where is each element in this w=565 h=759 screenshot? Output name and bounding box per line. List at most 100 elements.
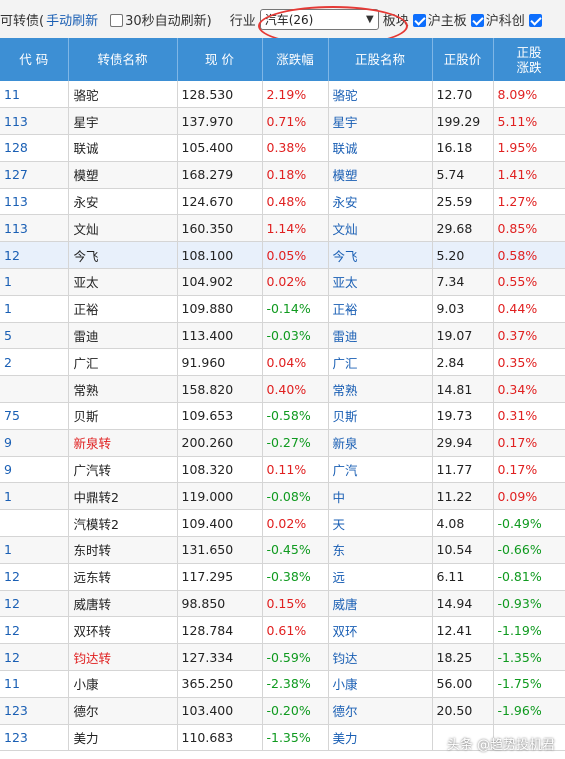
cell-stock-name[interactable]: 钧达 bbox=[328, 643, 433, 672]
cell-code[interactable]: 9 bbox=[0, 429, 69, 457]
cell-code[interactable]: 12 bbox=[0, 643, 69, 672]
cell-stock-name[interactable]: 中 bbox=[328, 482, 433, 511]
table-row[interactable]: 1 正裕 109.880 -0.14% 正裕 9.03 0.44% bbox=[0, 295, 565, 323]
cell-bond-name[interactable]: 永安 bbox=[68, 188, 178, 216]
table-row[interactable]: 12 威唐转 98.850 0.15% 威唐 14.94 -0.93% bbox=[0, 590, 565, 618]
table-row[interactable]: 5 雷迪 113.400 -0.03% 雷迪 19.07 0.37% bbox=[0, 322, 565, 350]
cell-stock-name[interactable]: 雷迪 bbox=[328, 322, 433, 350]
cell-code[interactable]: 75 bbox=[0, 402, 69, 430]
table-row[interactable]: 1 中鼎转2 119.000 -0.08% 中 11.22 0.09% bbox=[0, 482, 565, 511]
col-stock-price[interactable]: 正股价 bbox=[432, 38, 494, 81]
cell-bond-name[interactable]: 雷迪 bbox=[68, 322, 178, 350]
cell-stock-name[interactable]: 远 bbox=[328, 563, 433, 591]
cell-bond-name[interactable]: 中鼎转2 bbox=[68, 482, 178, 511]
cell-code[interactable]: 12 bbox=[0, 241, 69, 270]
cell-code[interactable]: 12 bbox=[0, 590, 69, 618]
cell-code[interactable]: 113 bbox=[0, 214, 69, 243]
industry-select[interactable]: 汽车(26) ▼ bbox=[259, 8, 379, 30]
board-checkbox-star[interactable] bbox=[470, 12, 486, 27]
cell-bond-name[interactable]: 钧达转 bbox=[68, 643, 178, 672]
cell-stock-name[interactable]: 天 bbox=[328, 509, 433, 538]
cell-bond-name[interactable]: 广汇 bbox=[68, 348, 178, 377]
cell-stock-name[interactable]: 永安 bbox=[328, 188, 433, 216]
cell-bond-name[interactable]: 星宇 bbox=[68, 107, 178, 136]
cell-bond-name[interactable]: 美力 bbox=[68, 724, 178, 752]
table-row[interactable]: 9 新泉转 200.260 -0.27% 新泉 29.94 0.17% bbox=[0, 429, 565, 457]
table-row[interactable]: 9 广汽转 108.320 0.11% 广汽 11.77 0.17% bbox=[0, 456, 565, 484]
cell-code[interactable]: 123 bbox=[0, 697, 69, 725]
cell-code[interactable]: 1 bbox=[0, 482, 69, 511]
cell-stock-name[interactable]: 美力 bbox=[328, 724, 433, 752]
cell-stock-name[interactable]: 正裕 bbox=[328, 295, 433, 323]
cell-stock-name[interactable]: 新泉 bbox=[328, 429, 433, 457]
cell-code[interactable]: 1 bbox=[0, 536, 69, 564]
cell-code[interactable]: 113 bbox=[0, 107, 69, 136]
cell-stock-name[interactable]: 双环 bbox=[328, 616, 433, 645]
cell-bond-name[interactable]: 威唐转 bbox=[68, 590, 178, 618]
cell-stock-name[interactable]: 常熟 bbox=[328, 375, 433, 404]
cell-code[interactable]: 12 bbox=[0, 616, 69, 645]
board-checkbox-main[interactable] bbox=[412, 12, 428, 27]
table-row[interactable]: 113 星宇 137.970 0.71% 星宇 199.29 5.11% bbox=[0, 107, 565, 136]
board-checkbox-more[interactable] bbox=[528, 12, 544, 27]
cell-stock-name[interactable]: 文灿 bbox=[328, 214, 433, 243]
cell-code[interactable] bbox=[0, 509, 69, 538]
cell-code[interactable]: 123 bbox=[0, 724, 69, 752]
cell-code[interactable]: 127 bbox=[0, 161, 69, 189]
cell-bond-name[interactable]: 贝斯 bbox=[68, 402, 178, 430]
table-row[interactable]: 12 今飞 108.100 0.05% 今飞 5.20 0.58% bbox=[0, 241, 565, 270]
cell-code[interactable]: 11 bbox=[0, 670, 69, 698]
cell-bond-name[interactable]: 今飞 bbox=[68, 241, 178, 270]
cell-bond-name[interactable]: 汽模转2 bbox=[68, 509, 178, 538]
cell-stock-name[interactable]: 星宇 bbox=[328, 107, 433, 136]
cell-code[interactable]: 5 bbox=[0, 322, 69, 350]
cell-code[interactable]: 11 bbox=[0, 81, 69, 109]
cell-stock-name[interactable]: 亚太 bbox=[328, 268, 433, 296]
table-row[interactable]: 12 钧达转 127.334 -0.59% 钧达 18.25 -1.35% bbox=[0, 643, 565, 672]
table-row[interactable]: 2 广汇 91.960 0.04% 广汇 2.84 0.35% bbox=[0, 348, 565, 377]
col-stock-change[interactable]: 正股 涨跌 bbox=[493, 38, 565, 81]
table-row[interactable]: 12 远东转 117.295 -0.38% 远 6.11 -0.81% bbox=[0, 563, 565, 591]
table-row[interactable]: 123 美力 110.683 -1.35% 美力 bbox=[0, 724, 565, 752]
cell-bond-name[interactable]: 东时转 bbox=[68, 536, 178, 564]
col-change[interactable]: 涨跌幅 bbox=[262, 38, 329, 81]
cell-code[interactable]: 2 bbox=[0, 348, 69, 377]
cell-stock-name[interactable]: 今飞 bbox=[328, 241, 433, 270]
cell-bond-name[interactable]: 文灿 bbox=[68, 214, 178, 243]
cell-stock-name[interactable]: 广汽 bbox=[328, 456, 433, 484]
cell-bond-name[interactable]: 远东转 bbox=[68, 563, 178, 591]
table-row[interactable]: 12 双环转 128.784 0.61% 双环 12.41 -1.19% bbox=[0, 616, 565, 645]
cell-stock-name[interactable]: 东 bbox=[328, 536, 433, 564]
cell-code[interactable]: 1 bbox=[0, 295, 69, 323]
table-row[interactable]: 113 永安 124.670 0.48% 永安 25.59 1.27% bbox=[0, 188, 565, 216]
cell-bond-name[interactable]: 新泉转 bbox=[68, 429, 178, 457]
cell-bond-name[interactable]: 骆驼 bbox=[68, 81, 178, 109]
cell-stock-name[interactable]: 小康 bbox=[328, 670, 433, 698]
cell-stock-name[interactable]: 联诚 bbox=[328, 134, 433, 162]
cell-bond-name[interactable]: 双环转 bbox=[68, 616, 178, 645]
cell-stock-name[interactable]: 广汇 bbox=[328, 348, 433, 377]
table-row[interactable]: 128 联诚 105.400 0.38% 联诚 16.18 1.95% bbox=[0, 134, 565, 162]
table-row[interactable]: 汽模转2 109.400 0.02% 天 4.08 -0.49% bbox=[0, 509, 565, 538]
table-row[interactable]: 1 亚太 104.902 0.02% 亚太 7.34 0.55% bbox=[0, 268, 565, 296]
col-stock-name[interactable]: 正股名称 bbox=[328, 38, 433, 81]
cell-bond-name[interactable]: 亚太 bbox=[68, 268, 178, 296]
cell-code[interactable]: 12 bbox=[0, 563, 69, 591]
table-row[interactable]: 127 模塑 168.279 0.18% 模塑 5.74 1.41% bbox=[0, 161, 565, 189]
table-row[interactable]: 113 文灿 160.350 1.14% 文灿 29.68 0.85% bbox=[0, 214, 565, 243]
cell-stock-name[interactable]: 威唐 bbox=[328, 590, 433, 618]
cell-code[interactable]: 9 bbox=[0, 456, 69, 484]
table-row[interactable]: 75 贝斯 109.653 -0.58% 贝斯 19.73 0.31% bbox=[0, 402, 565, 430]
cell-bond-name[interactable]: 模塑 bbox=[68, 161, 178, 189]
col-price[interactable]: 现 价 bbox=[177, 38, 263, 81]
cell-bond-name[interactable]: 广汽转 bbox=[68, 456, 178, 484]
auto-refresh-checkbox[interactable] bbox=[110, 12, 125, 27]
cell-stock-name[interactable]: 德尔 bbox=[328, 697, 433, 725]
cell-bond-name[interactable]: 正裕 bbox=[68, 295, 178, 323]
cell-code[interactable]: 113 bbox=[0, 188, 69, 216]
cell-stock-name[interactable]: 模塑 bbox=[328, 161, 433, 189]
cell-bond-name[interactable]: 联诚 bbox=[68, 134, 178, 162]
table-row[interactable]: 常熟 158.820 0.40% 常熟 14.81 0.34% bbox=[0, 375, 565, 404]
table-row[interactable]: 1 东时转 131.650 -0.45% 东 10.54 -0.66% bbox=[0, 536, 565, 564]
cell-bond-name[interactable]: 常熟 bbox=[68, 375, 178, 404]
